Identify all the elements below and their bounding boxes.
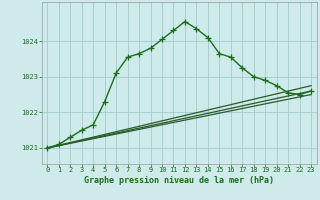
X-axis label: Graphe pression niveau de la mer (hPa): Graphe pression niveau de la mer (hPa) (84, 176, 274, 185)
